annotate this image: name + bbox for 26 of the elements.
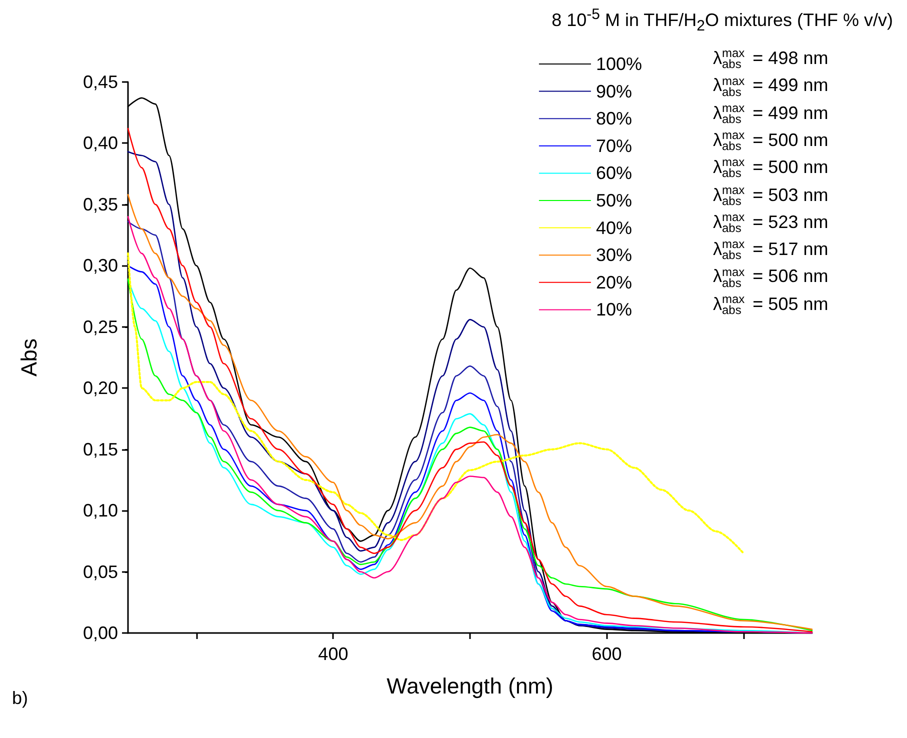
y-tick-label: 0,35 — [82, 194, 118, 214]
y-tick-label: 0,40 — [82, 133, 118, 154]
y-tick-label: 0,10 — [82, 500, 118, 521]
y-tick-label: 0,25 — [82, 316, 118, 337]
legend-label: 30% — [596, 245, 632, 266]
y-tick-label: 0,20 — [82, 378, 118, 398]
legend-label: 50% — [596, 190, 632, 210]
chart-title: 8 10$^{-5}$ M in THF/H$_{2}$O mixtures (THF % v/v) — [552, 6, 893, 35]
legend-label: 40% — [596, 218, 632, 238]
legend-label: 20% — [596, 272, 632, 292]
x-axis-title: Wavelength (nm) — [386, 674, 554, 698]
legend-label: 80% — [596, 108, 632, 129]
y-axis-title: Abs — [16, 338, 42, 376]
legend-label: 70% — [596, 136, 632, 156]
legend-label: 90% — [596, 81, 632, 102]
x-tick-label: 600 — [592, 644, 622, 664]
x-tick-label: 400 — [318, 644, 348, 664]
y-tick-label: 0,30 — [82, 256, 118, 276]
y-tick-label: 0,05 — [82, 562, 118, 582]
y-tick-label: 0,45 — [82, 72, 118, 92]
text: b) — [12, 688, 28, 709]
y-tick-label: 0,00 — [82, 623, 118, 643]
legend-label: 100% — [596, 54, 642, 74]
legend-label: 10% — [596, 300, 632, 320]
y-tick-label: 0,15 — [82, 439, 118, 460]
legend-label: 60% — [596, 163, 632, 184]
